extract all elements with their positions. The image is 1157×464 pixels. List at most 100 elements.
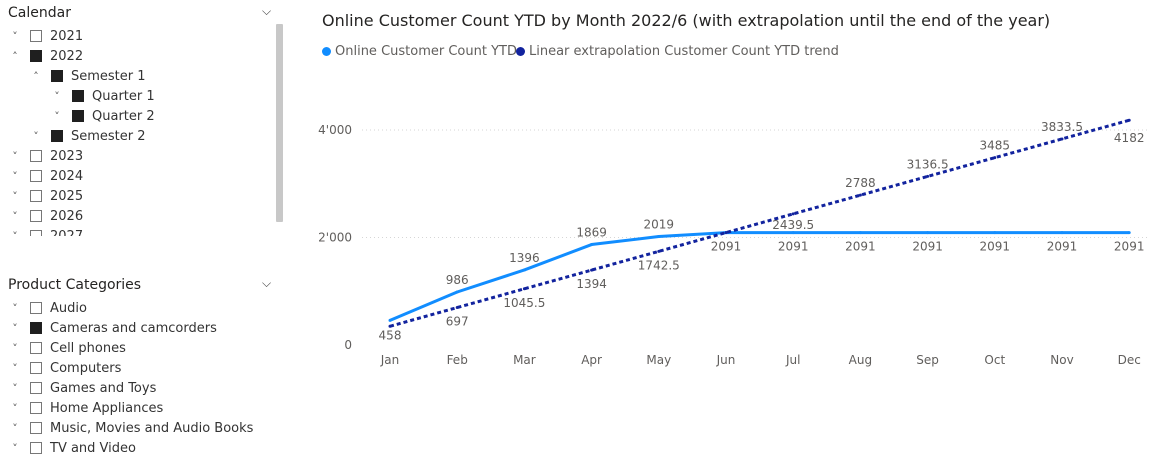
product-category-item[interactable]: ˅ Cameras and camcorders bbox=[8, 318, 217, 338]
expand-chevron-icon[interactable]: ˅ bbox=[12, 401, 18, 415]
data-point-trend bbox=[1127, 118, 1131, 122]
calendar-item-label: 2021 bbox=[50, 28, 84, 44]
calendar-item-label: 2025 bbox=[50, 188, 84, 204]
checkbox[interactable] bbox=[30, 322, 42, 334]
data-label-trend: 2788 bbox=[845, 176, 876, 190]
expand-chevron-icon[interactable]: ˅ bbox=[12, 149, 18, 163]
product-category-item[interactable]: ˅ Home Appliances bbox=[8, 398, 163, 418]
x-tick-label: Dec bbox=[1118, 353, 1141, 367]
expand-chevron-icon[interactable]: ˅ bbox=[12, 421, 18, 435]
checkbox[interactable] bbox=[30, 30, 42, 42]
expand-chevron-icon[interactable]: ˅ bbox=[12, 29, 18, 43]
calendar-item-label: 2027 bbox=[50, 228, 84, 237]
expand-chevron-icon[interactable]: ˅ bbox=[33, 129, 39, 143]
data-label-actual: 1869 bbox=[576, 226, 607, 240]
calendar-item[interactable]: ˅ Semester 2 bbox=[29, 126, 145, 146]
calendar-item[interactable]: ˅ 2023 bbox=[8, 146, 83, 166]
data-label-trend: 1045.5 bbox=[503, 296, 545, 310]
checkbox[interactable] bbox=[30, 422, 42, 434]
calendar-collapse-chevron-icon[interactable]: ⌵ bbox=[262, 4, 272, 18]
product-category-item-label: Audio bbox=[50, 300, 87, 316]
expand-chevron-icon[interactable]: ˅ bbox=[12, 301, 18, 315]
x-tick-label: Apr bbox=[581, 353, 602, 367]
checkbox[interactable] bbox=[30, 50, 42, 62]
data-label-actual: 458 bbox=[379, 328, 402, 342]
legend-item-actual[interactable]: Online Customer Count YTD bbox=[322, 44, 517, 59]
calendar-item[interactable]: ˄ Semester 1 bbox=[29, 66, 146, 86]
calendar-item[interactable]: ˄ 2022 bbox=[8, 46, 83, 66]
calendar-item[interactable]: ˅ 2026 bbox=[8, 206, 83, 226]
checkbox[interactable] bbox=[72, 90, 84, 102]
data-label-actual: 2091 bbox=[778, 240, 809, 254]
checkbox[interactable] bbox=[30, 442, 42, 454]
collapse-chevron-icon[interactable]: ˄ bbox=[33, 69, 39, 83]
data-point-trend bbox=[657, 249, 661, 253]
checkbox[interactable] bbox=[30, 302, 42, 314]
x-tick-label: Jan bbox=[380, 353, 400, 367]
legend-label-trend: Linear extrapolation Customer Count YTD … bbox=[529, 44, 839, 59]
product-category-item[interactable]: ˅ Computers bbox=[8, 358, 121, 378]
expand-chevron-icon[interactable]: ˅ bbox=[54, 89, 60, 103]
calendar-item[interactable]: ˅ 2024 bbox=[8, 166, 83, 186]
expand-chevron-icon[interactable]: ˅ bbox=[12, 209, 18, 223]
x-tick-label: Feb bbox=[447, 353, 468, 367]
data-label-actual: 986 bbox=[446, 273, 469, 287]
expand-chevron-icon[interactable]: ˅ bbox=[12, 381, 18, 395]
data-point-trend bbox=[993, 156, 997, 160]
data-point-actual bbox=[724, 231, 728, 235]
product-category-item[interactable]: ˅ Music, Movies and Audio Books bbox=[8, 418, 253, 438]
checkbox[interactable] bbox=[30, 150, 42, 162]
product-category-item[interactable]: ˅ TV and Video bbox=[8, 438, 136, 458]
calendar-item-label: Quarter 1 bbox=[92, 88, 155, 104]
data-point-actual bbox=[858, 231, 862, 235]
calendar-item-label: Semester 1 bbox=[71, 68, 146, 84]
expand-chevron-icon[interactable]: ˅ bbox=[54, 109, 60, 123]
expand-chevron-icon[interactable]: ˅ bbox=[12, 229, 18, 237]
data-label-trend: 4182 bbox=[1114, 131, 1145, 145]
calendar-item-label: 2024 bbox=[50, 168, 84, 184]
expand-chevron-icon[interactable]: ˅ bbox=[12, 189, 18, 203]
expand-chevron-icon[interactable]: ˅ bbox=[12, 341, 18, 355]
data-point-trend bbox=[455, 306, 459, 310]
data-label-trend: 697 bbox=[446, 315, 469, 329]
data-point-trend bbox=[858, 193, 862, 197]
data-point-actual bbox=[1127, 231, 1131, 235]
checkbox[interactable] bbox=[51, 130, 63, 142]
collapse-chevron-icon[interactable]: ˄ bbox=[12, 49, 18, 63]
legend-item-trend[interactable]: Linear extrapolation Customer Count YTD … bbox=[516, 44, 839, 59]
checkbox[interactable] bbox=[30, 362, 42, 374]
product-category-item-label: Music, Movies and Audio Books bbox=[50, 420, 254, 436]
product-category-item[interactable]: ˅ Audio bbox=[8, 298, 87, 318]
data-point-actual bbox=[522, 268, 526, 272]
checkbox[interactable] bbox=[30, 230, 42, 236]
checkbox[interactable] bbox=[30, 190, 42, 202]
expand-chevron-icon[interactable]: ˅ bbox=[12, 321, 18, 335]
series-line-actual bbox=[389, 231, 1130, 322]
expand-chevron-icon[interactable]: ˅ bbox=[12, 169, 18, 183]
product-category-item[interactable]: ˅ Games and Toys bbox=[8, 378, 156, 398]
expand-chevron-icon[interactable]: ˅ bbox=[12, 441, 18, 455]
checkbox[interactable] bbox=[30, 382, 42, 394]
checkbox[interactable] bbox=[30, 170, 42, 182]
calendar-scrollbar[interactable] bbox=[276, 24, 283, 222]
calendar-item[interactable]: ˅ Quarter 1 bbox=[50, 86, 155, 106]
data-point-actual bbox=[590, 243, 594, 247]
data-point-trend bbox=[522, 287, 526, 291]
series-line-trend bbox=[389, 118, 1130, 328]
data-point-trend bbox=[388, 324, 392, 328]
x-tick-label: Sep bbox=[916, 353, 939, 367]
checkbox[interactable] bbox=[30, 210, 42, 222]
checkbox[interactable] bbox=[30, 402, 42, 414]
calendar-item[interactable]: ˅ Quarter 2 bbox=[50, 106, 154, 126]
product-category-item-label: Games and Toys bbox=[50, 380, 157, 396]
product-collapse-chevron-icon[interactable]: ⌵ bbox=[262, 276, 272, 290]
checkbox[interactable] bbox=[51, 70, 63, 82]
chart-title: Online Customer Count YTD by Month 2022/… bbox=[322, 11, 1051, 30]
expand-chevron-icon[interactable]: ˅ bbox=[12, 361, 18, 375]
checkbox[interactable] bbox=[30, 342, 42, 354]
product-category-item[interactable]: ˅ Cell phones bbox=[8, 338, 126, 358]
calendar-item[interactable]: ˅ 2025 bbox=[8, 186, 83, 206]
calendar-item[interactable]: ˅ 2021 bbox=[8, 26, 83, 46]
checkbox[interactable] bbox=[72, 110, 84, 122]
calendar-item[interactable]: ˅ 2027 bbox=[8, 226, 83, 236]
